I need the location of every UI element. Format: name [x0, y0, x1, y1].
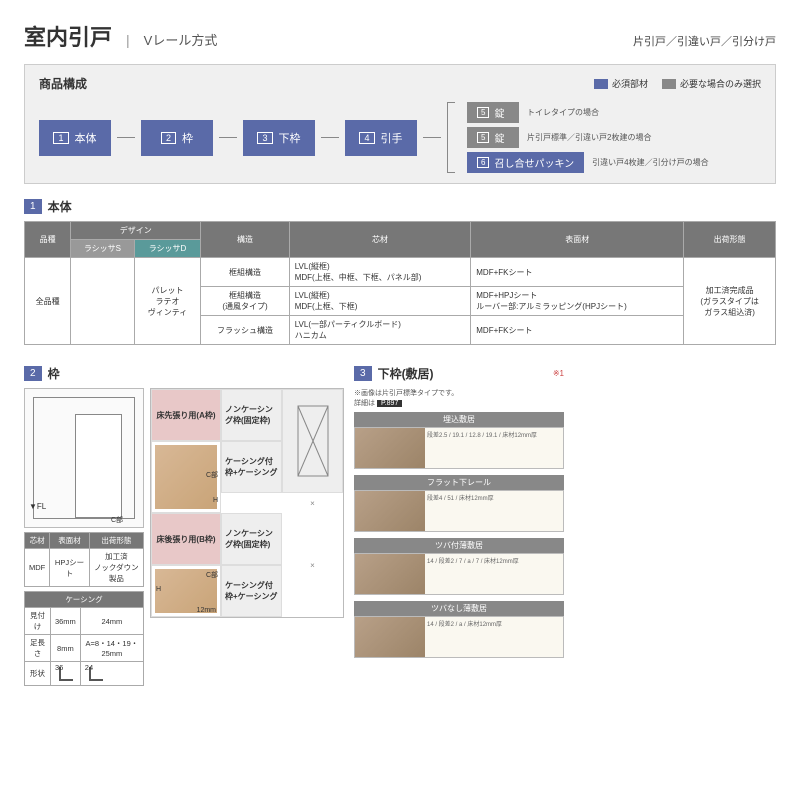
casing-table: ケーシング 見付け36mm24mm 足長さ8mmA=8・14・19・25mm 形…: [24, 591, 144, 686]
sill-photo: [355, 491, 425, 531]
legend-required-swatch: [594, 79, 608, 89]
sill-title: フラット下レール: [354, 475, 564, 490]
section-diagram-icon: [293, 401, 333, 481]
frame-material-table: 芯材表面材出荷形態 MDFHPJシート加工済 ノックダウン製品: [24, 532, 144, 587]
sill-title: ツバなし薄敷居: [354, 601, 564, 616]
branch-packing: 6召し合せパッキン: [467, 152, 584, 173]
section3-num: 3: [354, 366, 372, 381]
frame-diagram: ▼FL C部: [24, 388, 144, 528]
sill-item: フラット下レール段差4 / 51 / 床材12mm厚: [354, 475, 564, 532]
footnote-marker: ※1: [553, 369, 564, 378]
spec-table-body: 品種 デザイン 構造 芯材 表面材 出荷形態 ラシッサS ラシッサD 全品種 パ…: [24, 221, 776, 345]
legend-optional-swatch: [662, 79, 676, 89]
sill-dimensions: 段差2.5 / 19.1 / 12.8 / 19.1 / 床材12mm厚: [425, 428, 563, 468]
branch-lock-2: 5錠: [467, 127, 519, 148]
section3-label: 下枠(敷居): [378, 365, 434, 382]
door-types: 片引戸／引違い戸／引分け戸: [633, 33, 776, 49]
sill-item: 埋込敷居段差2.5 / 19.1 / 12.8 / 19.1 / 床材12mm厚: [354, 412, 564, 469]
flow-diagram: 1本体 2枠 3下枠 4引手 5錠トイレタイプの場合 5錠片引戸標準／引違い戸2…: [39, 102, 761, 173]
sill-title: ツバ付薄敷居: [354, 538, 564, 553]
sill-item: ツバ付薄敷居14 / 段差2 / 7 / a / 7 / 床材12mm厚: [354, 538, 564, 595]
legend: 必須部材 必要な場合のみ選択: [594, 77, 761, 90]
section2-num: 2: [24, 366, 42, 381]
page-subtitle: Vレール方式: [144, 30, 218, 49]
sill-title: 埋込敷居: [354, 412, 564, 427]
sill-photo: [355, 554, 425, 594]
sill-photo: [355, 617, 425, 657]
frame-type-grid: 床先張り用(A枠) ノンケーシング枠(固定枠) C部H ケーシング付枠+ケーシン…: [150, 388, 344, 618]
sill-note: ※画像は片引戸標準タイプです。詳細は P.897: [354, 388, 564, 408]
page-title: 室内引戸: [24, 20, 112, 52]
title-divider: |: [126, 32, 130, 48]
sill-item: ツバなし薄敷居14 / 段差2 / a / 床材12mm厚: [354, 601, 564, 658]
cross-icon: ×: [282, 493, 343, 513]
sill-dimensions: 14 / 段差2 / a / 床材12mm厚: [425, 617, 563, 657]
flow-branches: 5錠トイレタイプの場合 5錠片引戸標準／引違い戸2枚建の場合 6召し合せパッキン…: [467, 102, 709, 173]
legend-required-label: 必須部材: [612, 77, 648, 90]
flow-step-1: 1本体: [39, 120, 111, 156]
section1-label: 本体: [48, 198, 72, 215]
branch-lock-1: 5錠: [467, 102, 519, 123]
composition-panel: 商品構成 必須部材 必要な場合のみ選択 1本体 2枠 3下枠 4引手 5錠トイレ…: [24, 64, 776, 184]
sill-dimensions: 14 / 段差2 / 7 / a / 7 / 床材12mm厚: [425, 554, 563, 594]
composition-title: 商品構成: [39, 75, 87, 92]
section2-label: 枠: [48, 365, 60, 382]
flow-step-3: 3下枠: [243, 120, 315, 156]
sill-dimensions: 段差4 / 51 / 床材12mm厚: [425, 491, 563, 531]
flow-step-4: 4引手: [345, 120, 417, 156]
sill-photo: [355, 428, 425, 468]
legend-optional-label: 必要な場合のみ選択: [680, 77, 761, 90]
flow-step-2: 2枠: [141, 120, 213, 156]
section1-num: 1: [24, 199, 42, 214]
